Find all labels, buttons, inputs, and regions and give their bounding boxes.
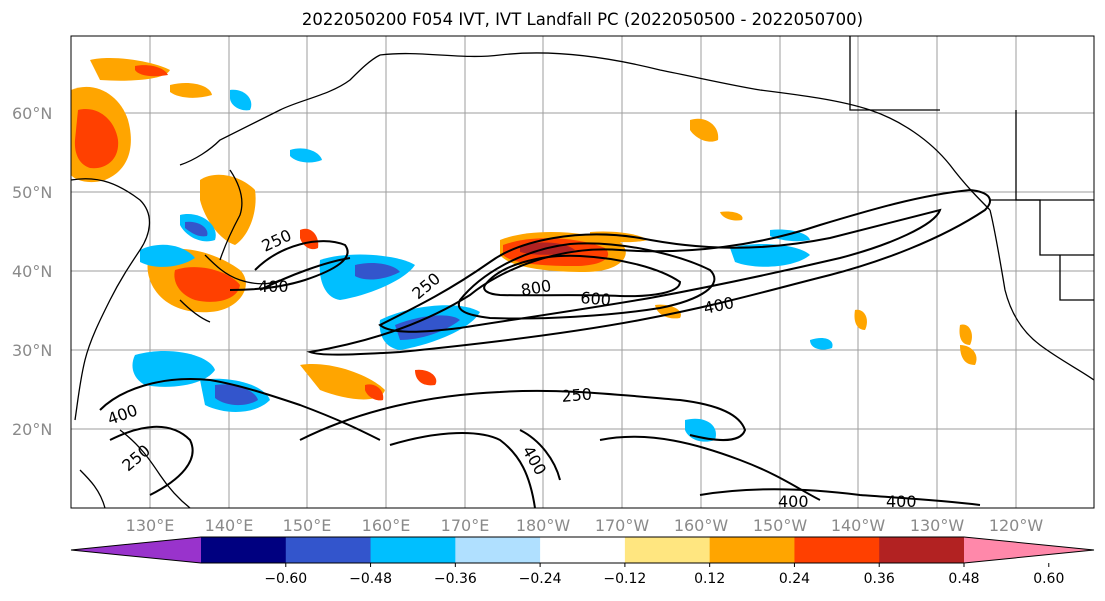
lon-label: 150°W [753, 516, 808, 535]
map-frame [70, 35, 1095, 509]
colorbar-tick-label: −0.36 [434, 571, 477, 587]
colorbar-tick-label: 0.60 [1033, 571, 1064, 587]
colorbar-tick-label: 0.24 [779, 571, 810, 587]
lat-label: 30°N [12, 341, 52, 360]
colorbar-cell [624, 537, 711, 563]
ivt-contours [99, 188, 991, 509]
lat-label: 60°N [12, 104, 52, 123]
colorbar-extend-min [71, 537, 201, 563]
colorbar-cell [879, 537, 965, 563]
colorbar-tick-label: −0.12 [603, 571, 646, 587]
coastlines [70, 36, 1095, 509]
lon-label: 170°W [595, 516, 650, 535]
contour-label: 600 [580, 288, 612, 310]
lat-label: 40°N [12, 262, 52, 281]
colorbar-cell [455, 537, 541, 563]
lat-label: 20°N [12, 420, 52, 439]
map-title: 2022050200 F054 IVT, IVT Landfall PC (20… [301, 10, 864, 29]
latitude-labels: 60°N 50°N 40°N 30°N 20°N [12, 104, 52, 439]
lon-label: 180°W [516, 516, 571, 535]
contour-label: 250 [561, 384, 593, 406]
colorbar-outline [70, 536, 1095, 564]
pc-shading [71, 58, 977, 442]
colorbar-extend-max [964, 537, 1094, 563]
colorbar-tick-label: 0.48 [948, 571, 979, 587]
colorbar-tick-label: −0.60 [264, 571, 307, 587]
lon-label: 160°W [674, 516, 729, 535]
colorbar-cell [201, 537, 287, 563]
contour-label: 400 [258, 277, 289, 296]
colorbar-cell [370, 537, 456, 563]
contour-label: 400 [886, 492, 917, 511]
lon-label: 170°E [441, 516, 490, 535]
colorbar-cell [540, 537, 626, 563]
lat-label: 50°N [12, 183, 52, 202]
contour-label: 400 [778, 492, 809, 511]
colorbar-cell [794, 537, 880, 563]
lon-label: 140°E [205, 516, 254, 535]
colorbar-cell [285, 537, 372, 563]
colorbar-tick-label: 0.36 [864, 571, 895, 587]
lon-label: 120°W [989, 516, 1044, 535]
colorbar-cell [709, 537, 795, 563]
longitude-labels: 130°E 140°E 150°E 160°E 170°E 180°W 170°… [126, 516, 1044, 535]
lon-label: 160°E [362, 516, 411, 535]
lon-label: 130°E [126, 516, 175, 535]
lon-label: 150°E [283, 516, 332, 535]
colorbar-tick-label: 0.12 [694, 571, 725, 587]
colorbar-tick-label: −0.24 [519, 571, 562, 587]
colorbar-tick-label: −0.48 [349, 571, 392, 587]
colorbar: −0.60 −0.48 −0.36 −0.24 −0.12 0.12 0.24 0.36 0.4… [70, 536, 1095, 587]
lon-label: 130°W [910, 516, 965, 535]
lon-label: 140°W [831, 516, 886, 535]
